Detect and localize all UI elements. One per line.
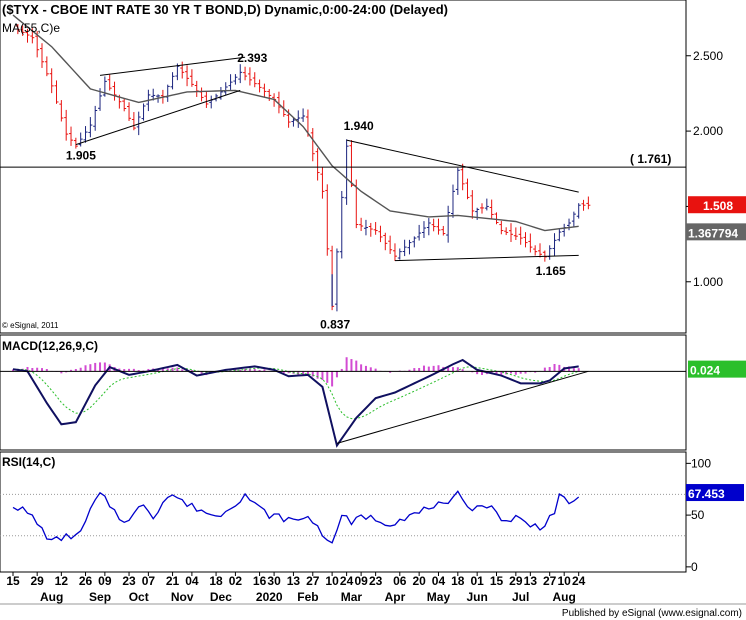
price-trendline [99, 56, 246, 76]
price-annotation: 1.905 [66, 148, 96, 162]
macd-signal-line [12, 366, 579, 420]
x-month-label: Jul [512, 590, 529, 604]
x-day-label: 04 [432, 574, 446, 588]
price-annotation: 0.837 [320, 317, 350, 331]
macd-last-box [688, 360, 746, 378]
rsi-title: RSI(14,C) [2, 455, 55, 469]
rsi-y-tick-label: 0 [691, 560, 698, 574]
x-day-label: 15 [6, 574, 20, 588]
x-day-label: 18 [209, 574, 223, 588]
x-month-label: 2020 [256, 590, 283, 604]
x-day-label: 16 [253, 574, 267, 588]
resistance-label: ( 1.761) [630, 152, 671, 166]
x-day-label: 24 [572, 574, 586, 588]
x-day-label: 26 [79, 574, 93, 588]
x-month-label: Nov [171, 590, 194, 604]
price-title: ($TYX - CBOE INT RATE 30 YR T BOND,D) Dy… [2, 2, 448, 17]
x-month-label: Aug [40, 590, 63, 604]
x-month-label: Dec [210, 590, 232, 604]
x-day-label: 15 [490, 574, 504, 588]
x-day-label: 10 [325, 574, 339, 588]
x-day-label: 04 [185, 574, 199, 588]
x-day-label: 23 [369, 574, 383, 588]
x-day-label: 13 [287, 574, 301, 588]
x-day-label: 29 [30, 574, 44, 588]
x-day-label: 27 [306, 574, 320, 588]
rsi-panel-frame [0, 451, 687, 573]
ma-last-label: 1.367794 [688, 226, 738, 240]
x-month-label: Aug [553, 590, 576, 604]
x-day-label: 12 [55, 574, 69, 588]
footer-text: Published by eSignal (www.esignal.com) [562, 608, 742, 619]
x-month-label: Apr [385, 590, 406, 604]
price-trendline [394, 254, 579, 262]
x-day-label: 10 [558, 574, 572, 588]
x-day-label: 29 [509, 574, 523, 588]
rsi-y-tick-label: 50 [691, 508, 705, 522]
x-day-label: 24 [340, 574, 354, 588]
price-panel-frame [0, 0, 687, 334]
x-day-label: 13 [524, 574, 538, 588]
macd-title: MACD(12,26,9,C) [2, 339, 98, 353]
x-month-label: Sep [89, 590, 111, 604]
x-day-label: 02 [229, 574, 243, 588]
x-day-label: 20 [412, 574, 426, 588]
macd-trendline [336, 370, 589, 444]
last-price-label: 1.508 [703, 199, 733, 213]
rsi-last-box [686, 484, 744, 502]
price-y-tick-label: 1.000 [693, 275, 723, 289]
x-day-label: 18 [451, 574, 465, 588]
price-y-tick-label: 2.000 [693, 124, 723, 138]
rsi-last-label: 67.453 [688, 487, 725, 501]
price-annotation: 1.940 [344, 119, 374, 133]
x-month-label: Feb [297, 590, 318, 604]
x-day-label: 09 [354, 574, 368, 588]
x-day-label: 21 [166, 574, 180, 588]
price-trendline [75, 89, 241, 146]
x-day-label: 09 [98, 574, 112, 588]
x-day-label: 07 [142, 574, 156, 588]
price-trendline [346, 139, 579, 193]
macd-last-label: 0.024 [690, 364, 720, 378]
x-day-label: 30 [267, 574, 281, 588]
watermark: © eSignal, 2011 [2, 321, 59, 330]
x-day-label: 06 [393, 574, 407, 588]
macd-panel-frame [0, 334, 687, 451]
x-day-label: 27 [543, 574, 557, 588]
rsi-y-tick-label: 100 [691, 456, 711, 470]
x-month-label: May [427, 590, 451, 604]
price-candles [15, 24, 591, 312]
price-y-tick-label: 2.500 [693, 49, 723, 63]
x-month-label: Oct [129, 590, 149, 604]
last-price-box [688, 196, 746, 214]
price-annotation: 2.393 [237, 51, 267, 65]
rsi-line [12, 490, 580, 544]
price-annotation: 1.165 [536, 264, 566, 278]
ma55-line [12, 14, 579, 232]
ma-label: MA(55,C)e [2, 21, 60, 35]
x-day-label: 01 [470, 574, 484, 588]
x-day-label: 23 [122, 574, 136, 588]
macd-line [12, 358, 579, 448]
x-month-label: Mar [341, 590, 363, 604]
x-month-label: Jun [466, 590, 487, 604]
ma-last-box [686, 223, 746, 241]
